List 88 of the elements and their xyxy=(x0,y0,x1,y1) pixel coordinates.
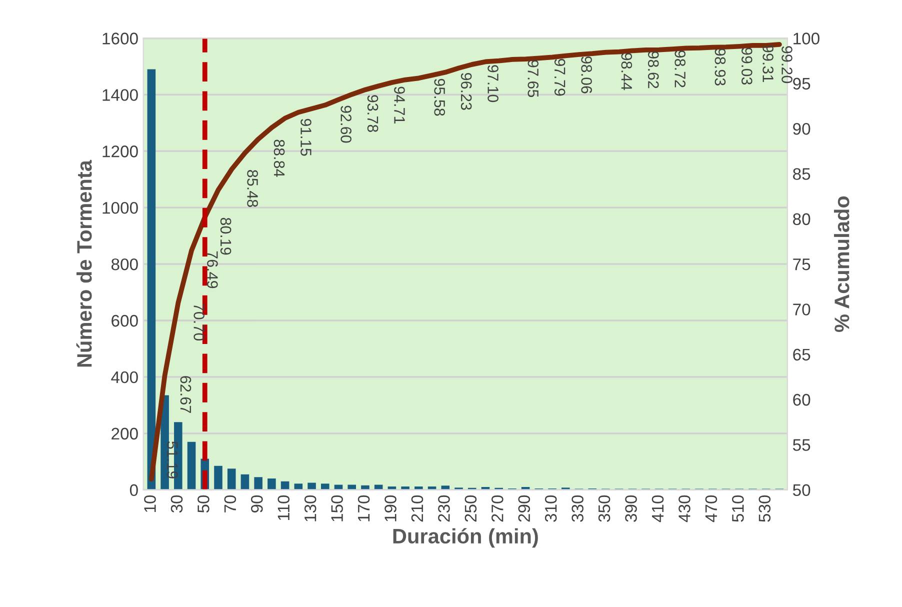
data-label: 98.93 xyxy=(714,48,726,86)
bar xyxy=(187,442,196,490)
x-tick-label: 390 xyxy=(625,495,637,522)
y-tick-label: 1400 xyxy=(102,89,138,101)
x-tick-label: 250 xyxy=(464,495,477,522)
x-tick-label: 50 xyxy=(198,495,210,513)
y-axis-title: Número de Tormenta xyxy=(76,160,92,367)
data-label: 92.60 xyxy=(340,106,352,143)
x-tick-label: 150 xyxy=(331,495,343,522)
x-tick-label: 430 xyxy=(678,495,690,522)
y2-tick-label: 80 xyxy=(793,213,810,226)
data-label: 99.31 xyxy=(762,45,774,82)
y-tick-label: 800 xyxy=(111,258,138,270)
bar xyxy=(294,484,303,490)
data-label: 62.67 xyxy=(180,376,192,413)
line-series xyxy=(149,42,782,482)
x-tick-label: 530 xyxy=(758,495,771,522)
data-label: 95.58 xyxy=(434,78,446,116)
x-tick-label: 90 xyxy=(251,495,263,512)
bar xyxy=(240,474,250,490)
y2-tick-label: 50 xyxy=(792,484,810,496)
y-tick-label: 1600 xyxy=(102,32,138,44)
data-label: 91.15 xyxy=(300,118,312,156)
x-tick-label: 170 xyxy=(358,495,370,522)
y-tick-label: 0 xyxy=(130,484,138,496)
x-tick-label: 110 xyxy=(278,495,290,520)
x-tick-label: 470 xyxy=(705,495,718,522)
data-label: 70.70 xyxy=(194,304,204,341)
data-label: 80.19 xyxy=(220,218,232,255)
data-label: 94.71 xyxy=(394,86,405,124)
x-axis-title: Duración (min) xyxy=(393,528,538,548)
y-tick-label: 600 xyxy=(112,314,138,327)
bar xyxy=(308,482,316,490)
y2-tick-label: 75 xyxy=(793,258,810,270)
x-tick-label: 230 xyxy=(438,495,450,522)
bar xyxy=(414,486,423,490)
bar xyxy=(214,466,222,490)
y2-tick-label: 90 xyxy=(793,122,810,135)
bar xyxy=(147,69,156,490)
x-tick-label: 30 xyxy=(170,495,183,513)
data-label: 96.23 xyxy=(460,73,472,110)
data-label: 88.84 xyxy=(274,140,285,177)
x-tick-label: 310 xyxy=(544,495,557,522)
x-tick-label: 10 xyxy=(144,495,156,512)
y2-tick-label: 100 xyxy=(794,32,820,44)
y2-tick-label: 65 xyxy=(793,348,810,361)
x-tick-label: 510 xyxy=(732,495,744,522)
y2-tick-label: 85 xyxy=(793,168,810,180)
data-label: 97.65 xyxy=(528,60,539,98)
data-label: 99.03 xyxy=(742,48,752,85)
data-label: 97.79 xyxy=(554,58,566,96)
data-label: 97.10 xyxy=(488,65,498,102)
data-label: 93.78 xyxy=(367,95,378,132)
x-tick-label: 210 xyxy=(411,495,424,522)
y2-tick-label: 70 xyxy=(793,304,810,316)
bar xyxy=(441,486,450,490)
bar xyxy=(227,468,236,490)
y-tick-label: 1200 xyxy=(102,146,138,158)
x-tick-label: 190 xyxy=(384,495,396,522)
x-tick-label: 330 xyxy=(572,495,584,522)
data-label: 98.72 xyxy=(674,50,686,88)
bar xyxy=(401,486,410,490)
bar xyxy=(320,484,330,490)
bar xyxy=(361,485,370,490)
data-label: 98.44 xyxy=(621,53,632,90)
data-label: 98.06 xyxy=(581,56,592,94)
y2-tick-label: 55 xyxy=(792,439,810,451)
x-tick-label: 410 xyxy=(652,495,664,522)
y-tick-label: 1000 xyxy=(102,202,138,214)
x-tick-label: 70 xyxy=(224,495,236,512)
x-tick-label: 130 xyxy=(304,495,316,522)
bar xyxy=(268,478,276,490)
y2-axis-title: % Acumulado xyxy=(834,196,850,332)
data-label: 98.62 xyxy=(648,51,659,88)
data-label: 85.48 xyxy=(247,170,258,207)
data-label: 51.19 xyxy=(166,441,178,478)
data-label: 76.49 xyxy=(207,251,218,288)
x-tick-label: 270 xyxy=(492,495,504,522)
bar xyxy=(280,481,290,490)
x-tick-label: 290 xyxy=(518,495,530,522)
y-tick-label: 400 xyxy=(111,371,138,384)
y-tick-label: 200 xyxy=(112,428,138,440)
x-tick-label: 350 xyxy=(598,495,610,522)
y2-tick-label: 60 xyxy=(793,394,810,406)
bar xyxy=(348,484,356,490)
bar xyxy=(254,477,262,490)
y2-tick-label: 95 xyxy=(793,78,810,90)
data-label: 99.20 xyxy=(782,46,792,84)
